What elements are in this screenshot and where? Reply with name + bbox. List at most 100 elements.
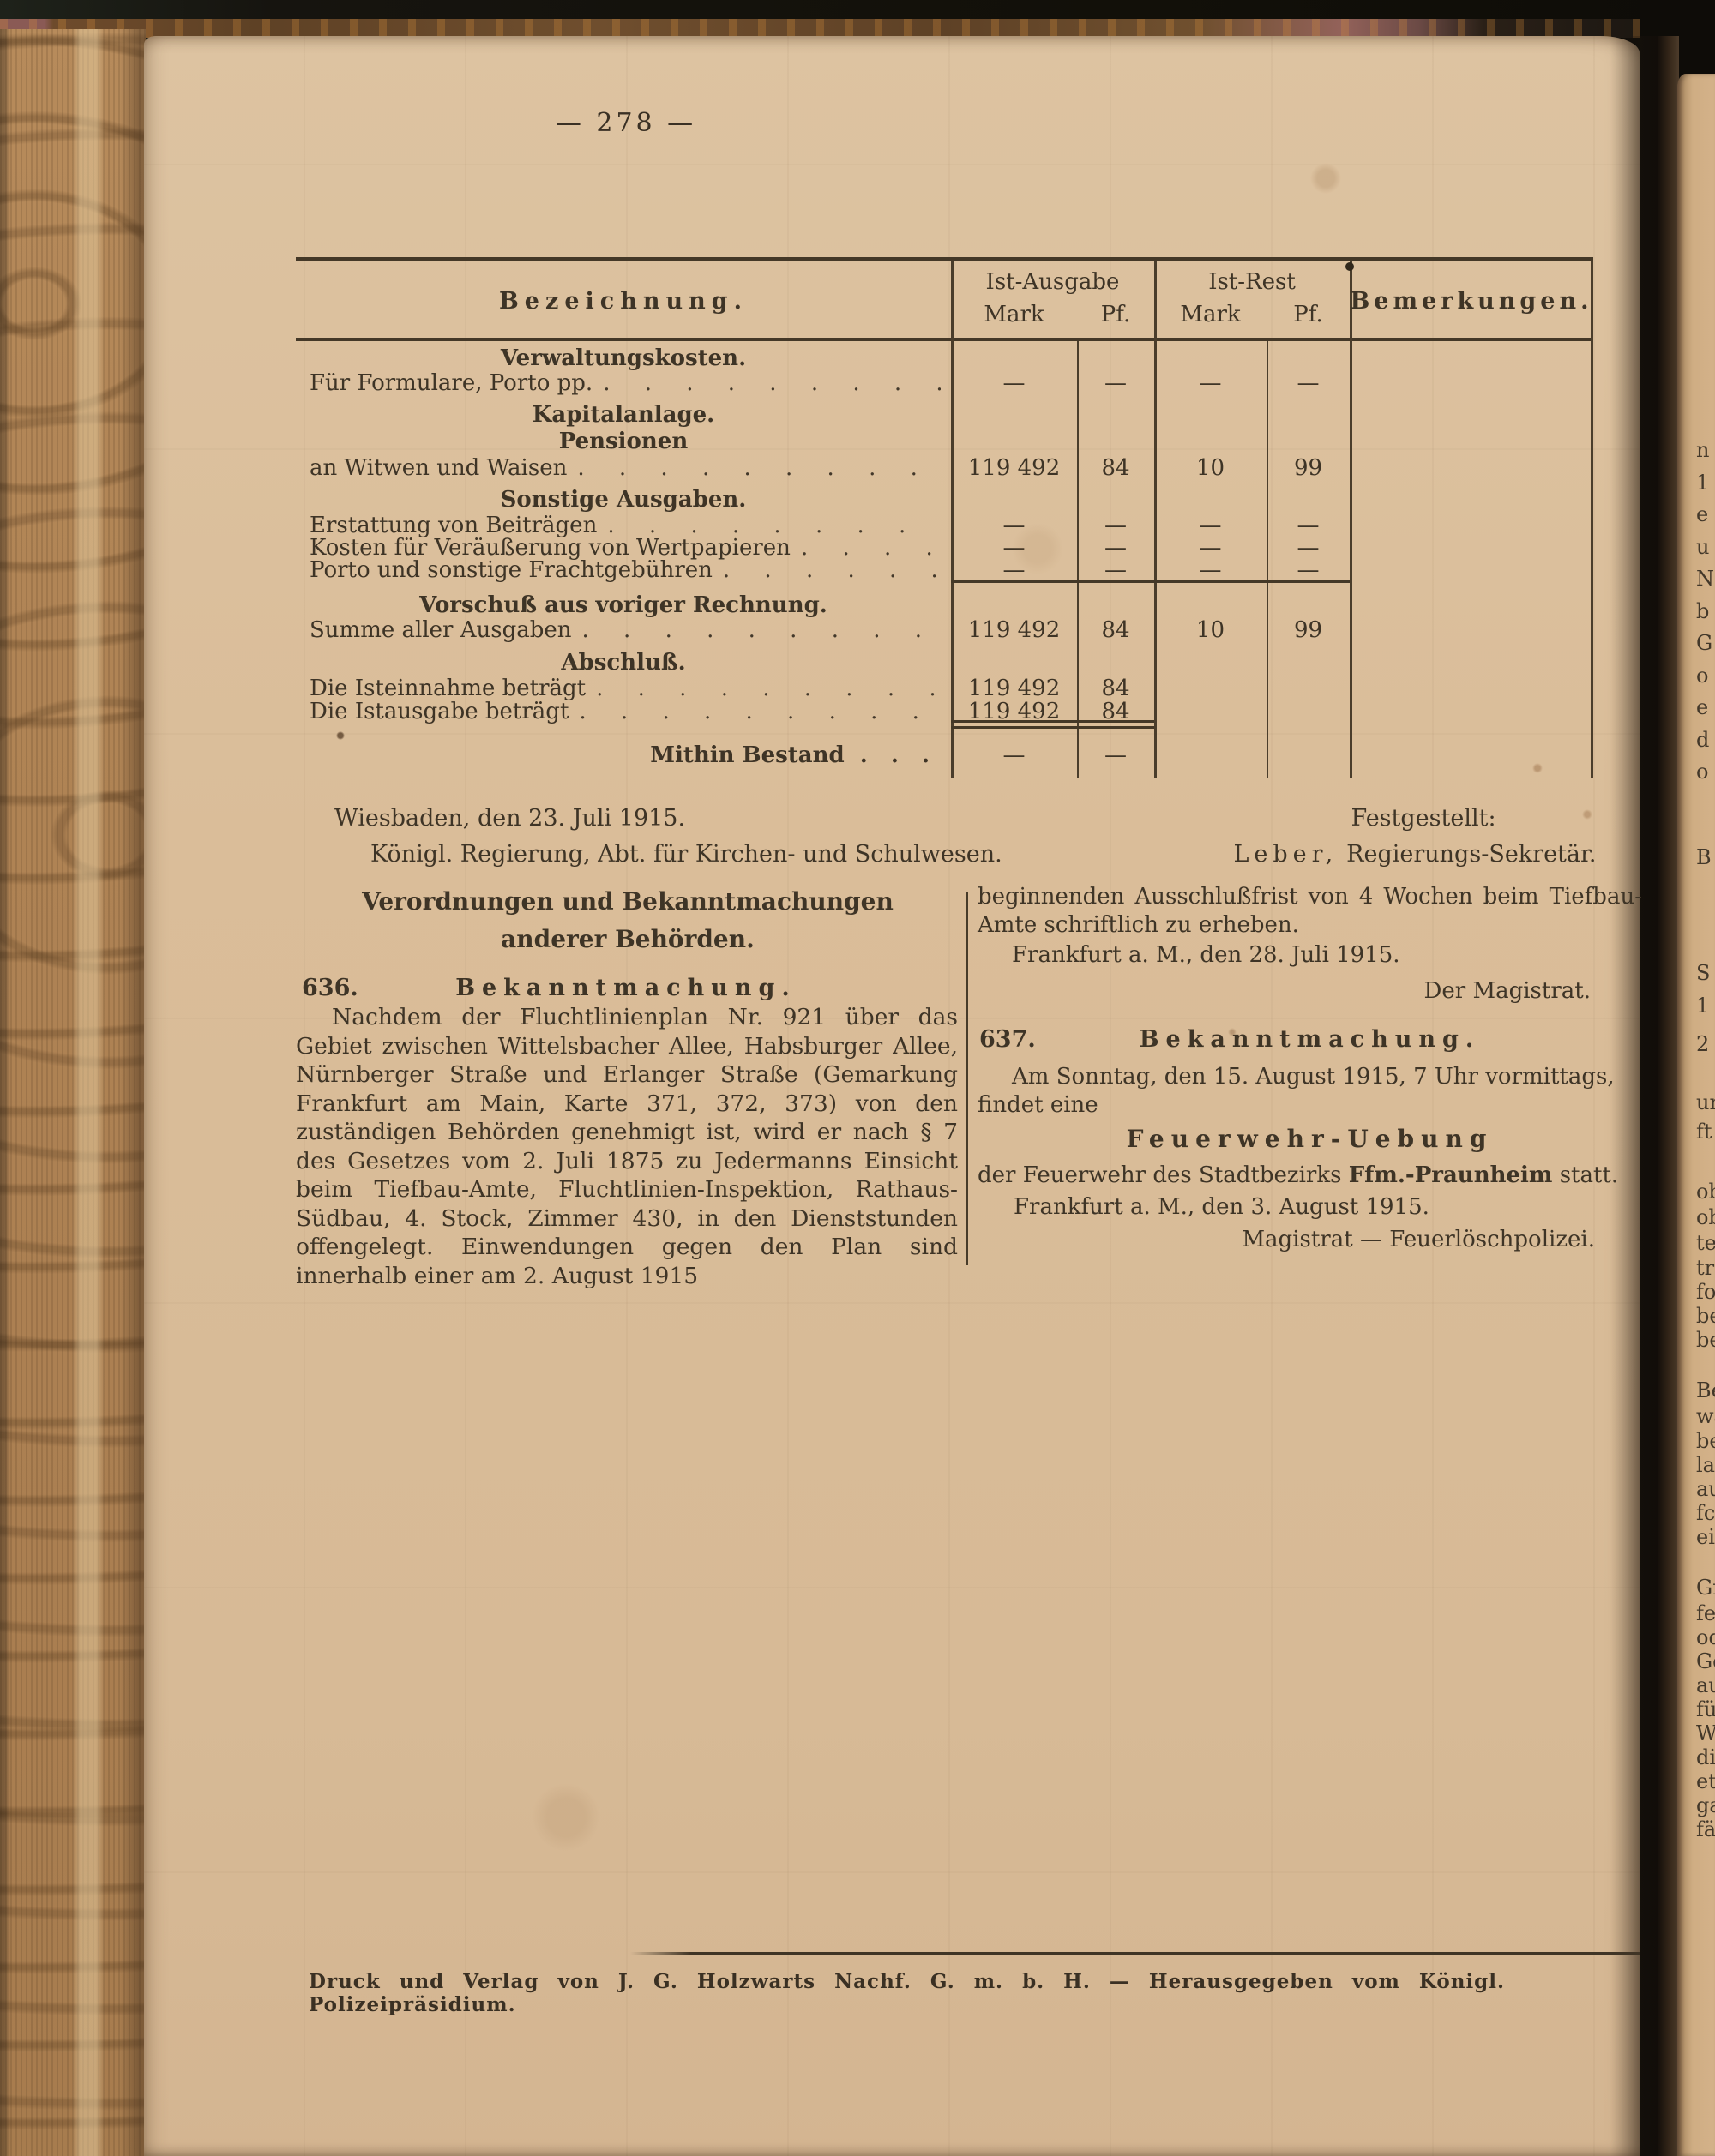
page-edge-text-fragment: au (1696, 1673, 1715, 1697)
page-edge-text-fragment: wä (1696, 1404, 1715, 1428)
table-header-bezeichnung: Bezeichnung. (498, 288, 748, 315)
page-edge-text-fragment: bef (1696, 1429, 1715, 1453)
table-header-rule (296, 338, 1593, 341)
section-heading: Verordnungen und Bekanntmachungen andere… (362, 887, 894, 953)
table-section-row: Verwaltungskosten. (296, 346, 1593, 372)
page-edge-text-fragment: bei (1696, 1328, 1715, 1352)
table-header-ist-rest: Ist-Rest Mark Pf. (1154, 269, 1350, 327)
value-ist-ausgabe-pf: — (1104, 557, 1127, 583)
dot-leader (579, 700, 941, 724)
value-ist-ausgabe-mark: — (1002, 557, 1026, 583)
page-edge-text-fragment: o (1696, 760, 1709, 784)
page-edge-text-fragment: für (1696, 1697, 1715, 1721)
signature-leber: Leber, Regierungs-Sekretär. (1192, 840, 1638, 868)
value-ist-ausgabe-mark: — (1002, 742, 1026, 768)
section-label: Sonstige Ausgaben. (500, 487, 747, 513)
notice-637-place-date: Frankfurt a. M., den 3. August 1915. (1014, 1194, 1429, 1220)
page-edge-text-fragment: Gr (1696, 1576, 1715, 1600)
table-top-rule (296, 257, 1593, 261)
value-ist-rest-pf: — (1297, 535, 1320, 561)
page-edge-text-fragment: fe (1696, 1601, 1715, 1625)
imprint-line: Druck und Verlag von J. G. Holzwarts Nac… (309, 1970, 1506, 2016)
page-edge-text-fragment: un (1696, 1090, 1715, 1114)
signer-title: Regierungs-Sekretär. (1346, 841, 1597, 868)
dot-leader (582, 618, 941, 642)
header-pf: Pf. (1293, 302, 1323, 327)
row-label: Summe aller Ausgaben (296, 618, 941, 642)
table-header-ist-ausgabe: Ist-Ausgabe Mark Pf. (951, 269, 1154, 327)
table-row: Summe aller Ausgaben 119 492 84 10 99 (296, 618, 1593, 644)
page-edge-text-fragment: o (1696, 664, 1709, 688)
notice-637-event-title: Feuerwehr-Uebung (1126, 1125, 1494, 1153)
value-ist-ausgabe-mark: — (1002, 370, 1026, 396)
section-label: Kapitalanlage. (532, 402, 715, 428)
row-label: an Witwen und Waisen (296, 456, 941, 480)
value-ist-ausgabe-mark: 119 492 (967, 617, 1061, 643)
page-edge-text-fragment: e (1696, 502, 1709, 526)
header-mark: Mark (1180, 302, 1241, 327)
festgestellt-label: Festgestellt: (1351, 805, 1496, 832)
row-label-text: Summe aller Ausgaben (310, 618, 572, 642)
value-ist-rest-mark: 10 (1195, 617, 1225, 643)
value-ist-rest-pf: — (1297, 557, 1320, 583)
section-label: Pensionen (558, 429, 689, 454)
table-section-row: Sonstige Ausgaben. (296, 488, 1593, 513)
book-binding-marbled-edge (0, 29, 146, 2156)
row-label: Die Isteinnahme beträgt (296, 676, 941, 700)
page-edge-text-fragment: B (1696, 845, 1712, 869)
value-ist-rest-pf: — (1297, 513, 1320, 538)
table-section-row: Vorschuß aus voriger Rechnung. (296, 593, 1593, 619)
page-edge-text-fragment: b (1696, 599, 1710, 623)
page-edge-text-fragment: ob (1696, 1205, 1715, 1229)
column-divider (966, 892, 968, 1265)
value-ist-ausgabe-mark: — (1002, 535, 1026, 561)
table-section-row: Kapitalanlage. (296, 403, 1593, 429)
page-edge-text-fragment: d (1696, 728, 1710, 752)
detail-emphasis: Ffm.-Praunheim (1348, 1162, 1553, 1188)
data-sum-rule (951, 580, 1350, 583)
page-edge-text-fragment: tr (1696, 1256, 1715, 1280)
header-group-label: Ist-Rest (1208, 269, 1296, 295)
value-ist-ausgabe-pf: — (1104, 370, 1127, 396)
notice-636-title: Bekanntmachung. (455, 975, 797, 1001)
page-edge-text-fragment: S (1696, 961, 1711, 985)
row-label-text: an Witwen und Waisen (310, 456, 568, 480)
row-label: Kosten für Veräußerung von Wertpapieren (296, 536, 941, 560)
row-label-text: Für Formulare, Porto pp. (310, 371, 593, 395)
page-number: — 278 — (555, 108, 697, 138)
value-ist-ausgabe-pf: — (1104, 742, 1127, 768)
header-group-label: Ist-Ausgabe (985, 269, 1120, 295)
book-page-edge-strip (0, 19, 1640, 38)
notice-637-detail: der Feuerwehr des Stadtbezirks Ffm.-Prau… (978, 1162, 1642, 1190)
next-page-edge: n 1 e u N b G o e d o B S 1 2 un ft ob o… (1677, 74, 1715, 2156)
notice-637-signature: Magistrat — Feuerlöschpolizei. (1242, 1227, 1595, 1252)
page-edge-text-fragment: ei (1696, 1525, 1715, 1549)
value-ist-rest-pf: — (1297, 370, 1320, 396)
row-label: Für Formulare, Porto pp. (296, 371, 941, 395)
row-label: Porto und sonstige Frachtgebühren (296, 558, 941, 582)
page-gutter-shadow (1610, 36, 1679, 2156)
dot-leader (603, 371, 941, 395)
table-header-bemerkungen: Bemerkungen. (1350, 288, 1593, 315)
notice-637-line2: findet eine (978, 1092, 1098, 1118)
row-label-text: Die Istausgabe beträgt (310, 700, 569, 724)
value-ist-ausgabe-mark: 119 492 (967, 455, 1061, 481)
value-ist-rest-pf: 99 (1293, 455, 1323, 481)
value-ist-ausgabe-pf: 84 (1101, 676, 1130, 701)
row-label: Mithin Bestand (296, 743, 937, 767)
notice-637-title: Bekanntmachung. (1139, 1026, 1481, 1053)
value-ist-ausgabe-pf: 84 (1101, 617, 1130, 643)
value-ist-ausgabe-pf: — (1104, 535, 1127, 561)
header-pf: Pf. (1100, 302, 1131, 327)
value-ist-ausgabe-mark: — (1002, 513, 1026, 538)
notice-636-body: Nachdem der Fluchtlinienplan Nr. 921 übe… (296, 1004, 958, 1289)
page-edge-text-fragment: e (1696, 695, 1709, 719)
value-ist-rest-mark: — (1199, 513, 1222, 538)
value-ist-ausgabe-pf: — (1104, 513, 1127, 538)
table-section-row: Abschluß. (296, 651, 1593, 676)
section-label: Verwaltungskosten. (500, 345, 747, 371)
page-edge-text-fragment: u (1696, 535, 1710, 559)
table-row: Für Formulare, Porto pp. — — — — (296, 371, 1593, 397)
row-label-text: Porto und sonstige Frachtgebühren (310, 558, 713, 582)
page-edge-text-fragment: od (1696, 1625, 1715, 1649)
